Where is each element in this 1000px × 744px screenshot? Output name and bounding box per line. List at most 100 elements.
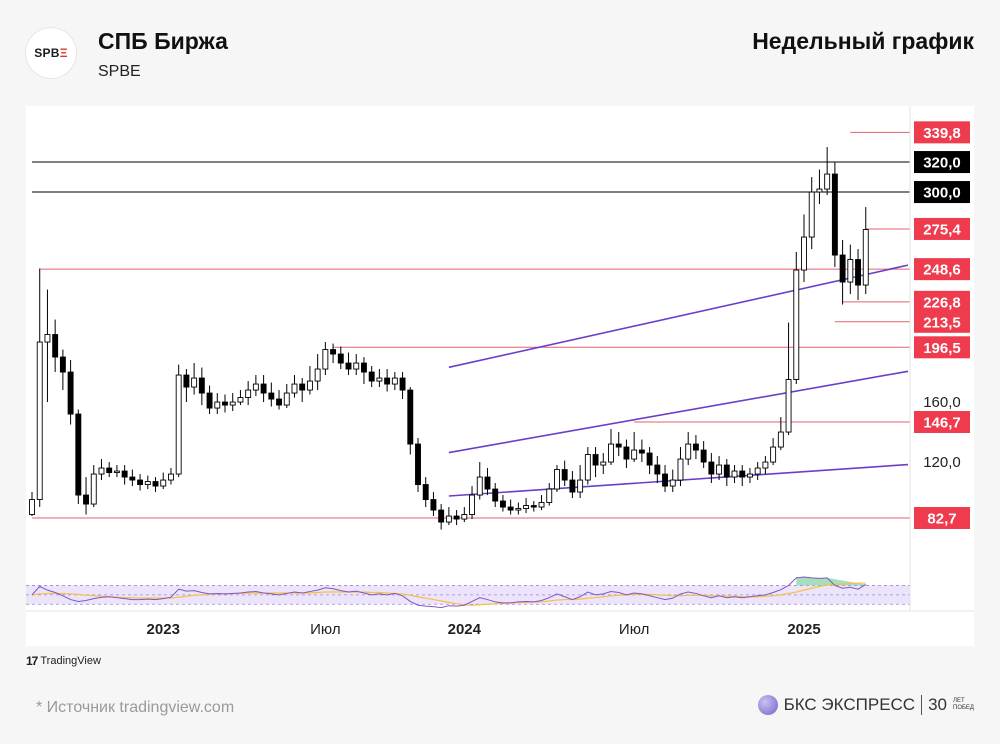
candle-up	[252, 383, 259, 391]
candle-down	[839, 254, 846, 283]
candle-down	[638, 449, 645, 454]
candle-down	[422, 484, 429, 500]
candle-down	[129, 476, 136, 481]
candle-down	[615, 443, 622, 448]
candle-up	[391, 377, 398, 385]
candle-up	[631, 449, 638, 460]
level-label: 275,4	[923, 221, 961, 238]
anniversary-number: 30	[928, 695, 948, 714]
level-label: 213,5	[923, 314, 961, 331]
candle-up	[98, 467, 105, 475]
level-label: 82,7	[927, 511, 956, 528]
candle-up	[214, 401, 221, 409]
candle-up	[523, 505, 530, 509]
candle-down	[415, 443, 421, 485]
candle-up	[29, 499, 35, 515]
bks-brand-label: БКС ЭКСПРЕСС	[783, 695, 916, 714]
candle-up	[445, 515, 452, 523]
price-scale-label: 160,0	[923, 394, 961, 411]
candle-down	[276, 398, 282, 406]
candle-up	[554, 469, 560, 490]
candle-up	[847, 259, 854, 283]
candle-up	[90, 473, 97, 505]
candle-up	[144, 481, 151, 485]
level-badge	[914, 217, 970, 240]
candle-up	[862, 229, 869, 286]
candle-down	[260, 383, 267, 394]
tradingview-logo: 17 TradingView	[26, 654, 101, 668]
time-axis-label: Июл	[619, 621, 649, 638]
candle-up	[731, 470, 738, 478]
candle-down	[569, 479, 576, 493]
candle-up	[237, 397, 244, 403]
candle-up	[168, 473, 174, 481]
price-chart-svg: 339,8 320,0 300,0 275,4 248,6 226,8 213,5 196,5…	[26, 106, 974, 638]
instrument-title: СПБ Биржа	[98, 28, 228, 54]
level-label: 226,8	[923, 294, 961, 311]
candle-down	[268, 392, 275, 400]
level-label: 196,5	[923, 340, 961, 357]
candle-up	[44, 334, 51, 343]
candle-up	[747, 473, 753, 478]
candle-down	[222, 401, 228, 406]
candle-down	[183, 374, 190, 388]
candle-up	[584, 454, 591, 481]
candle-down	[75, 413, 82, 496]
candle-down	[361, 362, 367, 373]
candle-up	[175, 374, 182, 475]
candle-down	[137, 479, 144, 485]
level-badge	[914, 411, 970, 433]
rsi-band	[26, 585, 910, 605]
candle-down	[692, 443, 699, 451]
level-label: 339,8	[923, 125, 961, 142]
candle-up	[754, 467, 761, 475]
level-label: 300,0	[923, 185, 961, 202]
candle-up	[229, 401, 236, 406]
candle-down	[152, 481, 159, 487]
candle-down	[646, 452, 653, 466]
candle-down	[700, 449, 707, 463]
candle-down	[83, 494, 89, 505]
candle-down	[662, 473, 668, 487]
candle-up	[36, 341, 43, 501]
candle-up	[816, 188, 823, 193]
candle-down	[330, 349, 337, 355]
level-badge	[914, 258, 970, 281]
candle-down	[407, 389, 414, 445]
candle-up	[785, 379, 792, 433]
candle-down	[484, 476, 491, 490]
candle-down	[368, 371, 375, 382]
candle-up	[669, 479, 676, 487]
candle-down	[345, 362, 352, 370]
ticker-symbol: SPBE	[98, 63, 141, 80]
candle-down	[708, 461, 715, 475]
candle-down	[855, 259, 861, 286]
candle-down	[59, 356, 66, 373]
trend-channel-line	[448, 264, 909, 369]
candle-up	[716, 464, 723, 475]
candle-down	[739, 470, 746, 478]
tradingview-mark-icon: 17	[26, 654, 38, 668]
candle-down	[492, 488, 499, 502]
candle-up	[283, 392, 290, 406]
candle-up	[808, 191, 815, 238]
level-badge	[914, 181, 970, 204]
candle-down	[430, 499, 437, 511]
candle-down	[399, 377, 406, 391]
candle-down	[654, 464, 661, 475]
candle-up	[291, 383, 298, 394]
candle-up	[801, 236, 807, 271]
rsi-ma-line	[31, 582, 866, 606]
candle-up	[546, 488, 553, 503]
candle-down	[121, 470, 128, 478]
candle-down	[623, 446, 630, 460]
candle-up	[793, 269, 800, 381]
candle-up	[538, 502, 545, 508]
candle-down	[723, 464, 730, 478]
candle-down	[52, 334, 59, 358]
level-label: 146,7	[923, 415, 961, 432]
candle-up	[469, 494, 475, 515]
time-axis-label: 2024	[448, 621, 482, 638]
candle-up	[245, 389, 252, 398]
